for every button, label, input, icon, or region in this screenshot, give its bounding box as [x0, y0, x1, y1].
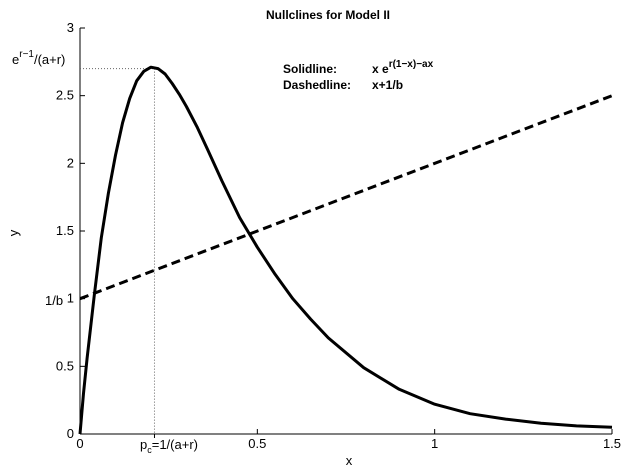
y-tick-label: 2 — [67, 155, 74, 170]
dashed-nullcline — [79, 94, 613, 301]
legend: Solidline: x er(1−x)−ax Dashedline: x+1/… — [283, 59, 434, 92]
peak-y-rest: /(a+r) — [34, 52, 65, 67]
legend-solid-name: Solidline: — [283, 62, 337, 76]
y-tick-label: 3 — [67, 20, 74, 35]
chart-title: Nullclines for Model II — [266, 8, 390, 22]
pc-main: p — [140, 437, 147, 452]
peak-y-superscript: r−1 — [19, 49, 34, 60]
pc-rest: =1/(a+r) — [152, 437, 198, 452]
series-lines — [78, 65, 613, 435]
legend-dashed-formula: x+1/b — [372, 78, 403, 92]
x-tick-label: 0 — [76, 436, 83, 451]
y-tick-label: 2.5 — [56, 88, 74, 103]
y-tick-label: 1 — [67, 291, 74, 306]
tick-labels: 0 0.5 1 1.5 0 0.5 1 1.5 2 2.5 3 — [56, 20, 621, 451]
legend-dashed-name: Dashedline: — [283, 78, 351, 92]
x-axis-label: x — [346, 453, 353, 468]
legend-solid-formula-main: x e — [372, 62, 389, 76]
intercept-annotation: 1/b — [45, 293, 63, 308]
legend-solid-formula-sup: r(1−x)−ax — [389, 59, 434, 70]
pc-subscript: c — [147, 445, 152, 455]
x-tick-label: 0.5 — [248, 436, 266, 451]
solid-nullcline — [78, 65, 613, 435]
peak-y-main: e — [12, 52, 19, 67]
y-tick-label: 1.5 — [56, 223, 74, 238]
y-tick-label: 0 — [67, 426, 74, 441]
x-tick-label: 1.5 — [603, 436, 621, 451]
peak-guides — [80, 68, 155, 438]
peak-y-annotation: er−1/(a+r) — [12, 49, 65, 67]
x-tick-label: 1 — [431, 436, 438, 451]
y-tick-label: 0.5 — [56, 358, 74, 373]
pc-annotation: pc=1/(a+r) — [140, 437, 198, 455]
y-axis-label: y — [6, 229, 21, 236]
legend-solid-formula: x er(1−x)−ax — [372, 59, 434, 76]
